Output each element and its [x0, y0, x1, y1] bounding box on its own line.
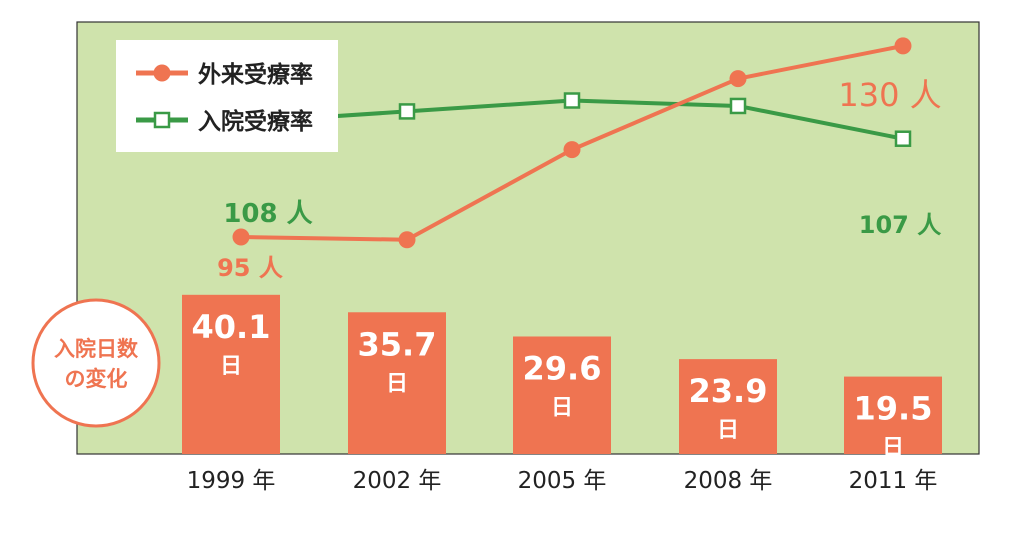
legend: 外来受療率 入院受療率 [116, 40, 338, 152]
inpatient-end-label: 107 人 [859, 211, 941, 239]
line-group [232, 37, 912, 249]
outpatient-point [563, 141, 581, 159]
bar-unit-label: 日 [717, 418, 739, 443]
length-of-stay-badge: 入院日数 の変化 [31, 298, 161, 428]
badge-line1: 入院日数 [54, 337, 139, 361]
outpatient-end-label: 130 人 [838, 76, 941, 114]
outpatient-point [894, 37, 912, 55]
outpatient-point [232, 228, 250, 246]
legend-inpatient-marker [153, 111, 171, 129]
bar-group: 40.1 日 35.7 日 29.6 日 23.9 日 19.5 日 [182, 294, 942, 461]
x-tick-label: 2011 年 [849, 468, 938, 494]
bar [513, 336, 611, 454]
legend-box [116, 40, 338, 152]
inpatient-point [729, 97, 747, 115]
x-tick-label: 1999 年 [187, 468, 276, 494]
bar-unit-label: 日 [882, 436, 904, 461]
bar-value-label: 19.5 [854, 390, 933, 428]
outpatient-start-label: 95 人 [217, 254, 283, 282]
bar-value-label: 35.7 [358, 325, 437, 363]
bar [182, 294, 280, 454]
bar [348, 312, 446, 454]
x-tick-label: 2002 年 [353, 468, 442, 494]
x-tick-label: 2005 年 [518, 468, 607, 494]
outpatient-point [729, 70, 747, 88]
bar-value-label: 40.1 [192, 308, 271, 346]
bar [844, 376, 942, 454]
inpatient-start-label: 108 人 [223, 199, 312, 229]
badge-circle [31, 298, 161, 428]
inpatient-point [398, 103, 416, 120]
bar-unit-label: 日 [386, 371, 408, 396]
x-tick-label: 2008 年 [684, 468, 773, 494]
bar-unit-label: 日 [551, 395, 573, 420]
legend-inpatient-label: 入院受療率 [198, 108, 313, 135]
bar-unit-label: 日 [220, 354, 242, 379]
bar-value-label: 23.9 [689, 372, 768, 410]
legend-outpatient-label: 外来受療率 [198, 61, 313, 88]
inpatient-point [563, 92, 581, 109]
outpatient-point [398, 231, 416, 249]
badge-line2: の変化 [65, 367, 128, 391]
legend-outpatient-marker [153, 64, 171, 82]
x-axis-labels: 1999 年 2002 年 2005 年 2008 年 2011 年 [187, 468, 938, 494]
inpatient-point [894, 130, 912, 147]
bar [679, 359, 777, 454]
bar-value-label: 29.6 [523, 349, 602, 387]
